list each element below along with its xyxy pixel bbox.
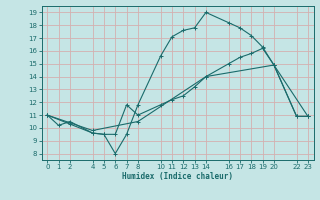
X-axis label: Humidex (Indice chaleur): Humidex (Indice chaleur) [122, 172, 233, 181]
